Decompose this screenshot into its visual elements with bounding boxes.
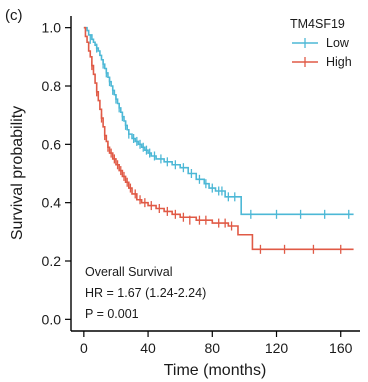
annotation-p-value: P = 0.001 (85, 307, 139, 321)
legend-items: Low High (292, 36, 352, 69)
series-layer (83, 26, 354, 254)
y-axis-ticks: 0.0 0.2 0.4 0.6 0.8 1.0 (42, 20, 71, 327)
y-tick-label: 0.4 (42, 195, 62, 211)
y-tick-label: 0.2 (42, 253, 62, 269)
legend-label: High (326, 55, 352, 69)
y-axis-title: Survival probability (9, 106, 26, 240)
legend-title: TM4SF19 (290, 17, 345, 31)
annotations: Overall Survival HR = 1.67 (1.24-2.24) P… (85, 265, 206, 321)
y-tick-label: 0.8 (42, 78, 62, 94)
x-tick-label: 120 (265, 340, 289, 356)
x-tick-label: 160 (329, 340, 353, 356)
legend: TM4SF19 Low High (290, 17, 352, 69)
legend-item-high: High (292, 55, 352, 69)
survival-curve-high (83, 26, 354, 251)
annotation-hr: HR = 1.67 (1.24-2.24) (85, 286, 206, 300)
x-axis-ticks: 0 40 80 120 160 (80, 331, 353, 356)
x-tick-label: 0 (80, 340, 88, 356)
survival-curve-low (83, 26, 354, 216)
y-tick-label: 1.0 (42, 20, 62, 36)
panel-label: (c) (5, 7, 23, 24)
x-tick-label: 80 (204, 340, 220, 356)
series-high (83, 26, 354, 254)
legend-label: Low (326, 36, 350, 50)
x-tick-label: 40 (140, 340, 156, 356)
y-tick-label: 0.0 (42, 311, 62, 327)
y-tick-label: 0.6 (42, 136, 62, 152)
legend-item-low: Low (292, 36, 350, 50)
series-low (83, 26, 354, 219)
x-axis-title: Time (months) (164, 362, 267, 379)
annotation-title: Overall Survival (85, 265, 173, 279)
